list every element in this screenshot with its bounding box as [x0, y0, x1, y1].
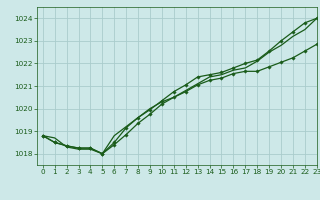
Text: Graphe pression niveau de la mer (hPa): Graphe pression niveau de la mer (hPa) [65, 183, 255, 192]
